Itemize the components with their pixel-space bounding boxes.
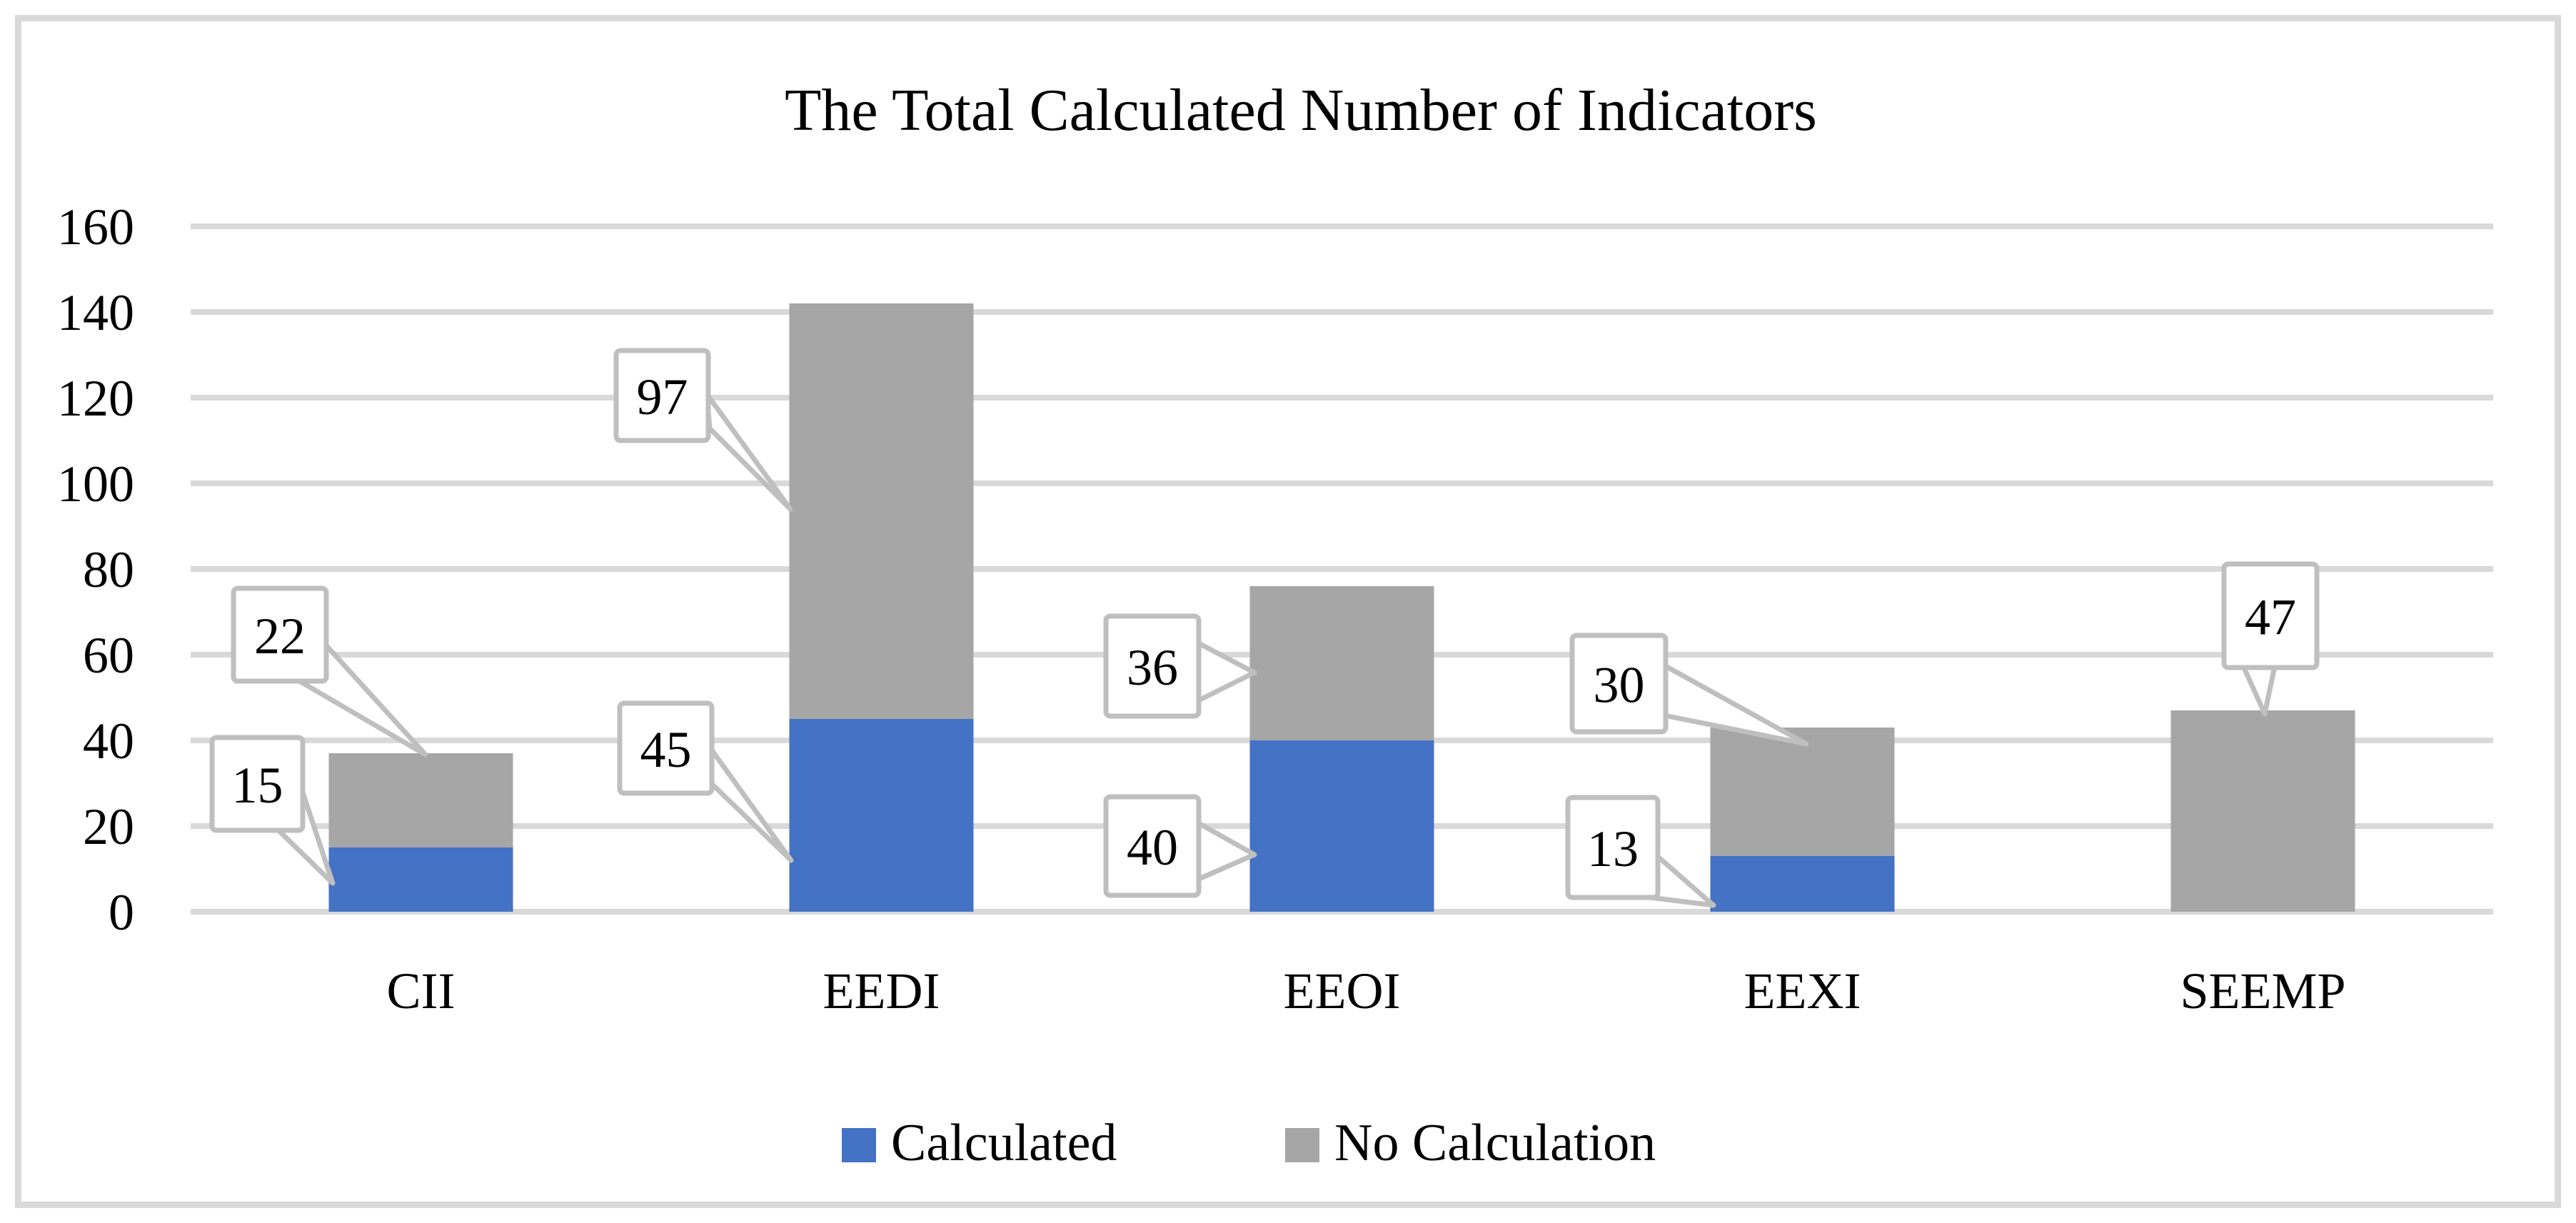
x-category-label-seemp: SEEMP [2180, 962, 2345, 1020]
legend-marker-calculated [842, 1128, 876, 1162]
data-callout-box [613, 348, 711, 443]
bar-segment-calculated-eedi [789, 719, 974, 912]
data-callout-box [209, 735, 306, 833]
y-tick-label: 120 [57, 370, 134, 427]
data-callout-box [1569, 633, 1669, 735]
bar-segment-no-calculation-eexi [1710, 728, 1895, 856]
x-category-label-eedi: EEDI [823, 962, 940, 1020]
data-callout-box [231, 585, 329, 684]
data-callout-value-cii-calculated: 15 [232, 757, 283, 814]
callout-leader [1194, 820, 1257, 882]
bar-segment-calculated-eeoi [1249, 740, 1434, 912]
data-callout-value-eexi-calculated: 13 [1587, 820, 1639, 877]
y-tick-label: 20 [83, 798, 134, 855]
data-callouts-group: 15 22 45 97 40 36 13 30 47 [209, 348, 2320, 908]
legend-label-calculated: Calculated [891, 1114, 1117, 1172]
bar-segment-no-calculation-cii [328, 753, 513, 847]
bar-segment-no-calculation-eedi [789, 303, 974, 719]
data-callout-value-eedi-no-calculation: 97 [637, 368, 688, 426]
bar-segment-no-calculation-seemp [2170, 710, 2355, 912]
legend-marker-no-calculation [1285, 1128, 1319, 1162]
y-tick-label: 60 [83, 627, 134, 684]
callout-leader [1661, 663, 1809, 747]
bars-group [328, 303, 2355, 912]
callout-leader [2240, 663, 2278, 717]
callout-leader [1194, 640, 1257, 704]
data-callout-value-cii-no-calculation: 22 [254, 608, 306, 665]
legend-group: Calculated No Calculation [842, 1114, 1656, 1172]
data-callout-box [2221, 561, 2320, 670]
data-callout-value-seemp-no-calculation: 47 [2245, 589, 2296, 646]
data-callout-box [1103, 794, 1202, 898]
data-callout-value-eexi-no-calculation: 30 [1594, 657, 1645, 714]
y-axis-ticks-group: 0 20 40 60 80 100 120 140 160 [57, 198, 134, 941]
y-tick-label: 80 [83, 541, 134, 598]
x-category-label-cii: CII [387, 962, 456, 1020]
bar-segment-no-calculation-eeoi [1249, 586, 1434, 740]
callout-leader [704, 391, 793, 512]
data-callout-value-eeoi-no-calculation: 36 [1127, 639, 1178, 696]
x-category-label-eexi: EEXI [1744, 962, 1861, 1020]
bar-segment-calculated-eexi [1710, 856, 1895, 912]
y-tick-label: 0 [109, 884, 134, 941]
y-tick-label: 160 [57, 198, 134, 256]
data-callout-box [617, 700, 715, 796]
data-callout-box [1103, 613, 1202, 719]
callout-leader [708, 745, 794, 863]
y-tick-label: 100 [57, 456, 134, 513]
data-callout-box [1565, 795, 1661, 900]
data-callout-value-eeoi-calculated: 40 [1127, 819, 1178, 876]
x-category-label-eeoi: EEOI [1284, 962, 1401, 1020]
legend-label-no-calculation: No Calculation [1334, 1114, 1656, 1172]
y-tick-label: 40 [83, 713, 134, 770]
gridlines-group [191, 223, 2493, 915]
x-axis-labels-group: CII EEDI EEOI EEXI SEEMP [387, 962, 2346, 1020]
chart-border-frame [15, 15, 2561, 1208]
y-tick-label: 140 [57, 284, 134, 341]
data-callout-value-eedi-calculated: 45 [640, 721, 692, 778]
bar-segment-calculated-cii [328, 847, 513, 912]
chart-title: The Total Calculated Number of Indicator… [785, 77, 1817, 144]
